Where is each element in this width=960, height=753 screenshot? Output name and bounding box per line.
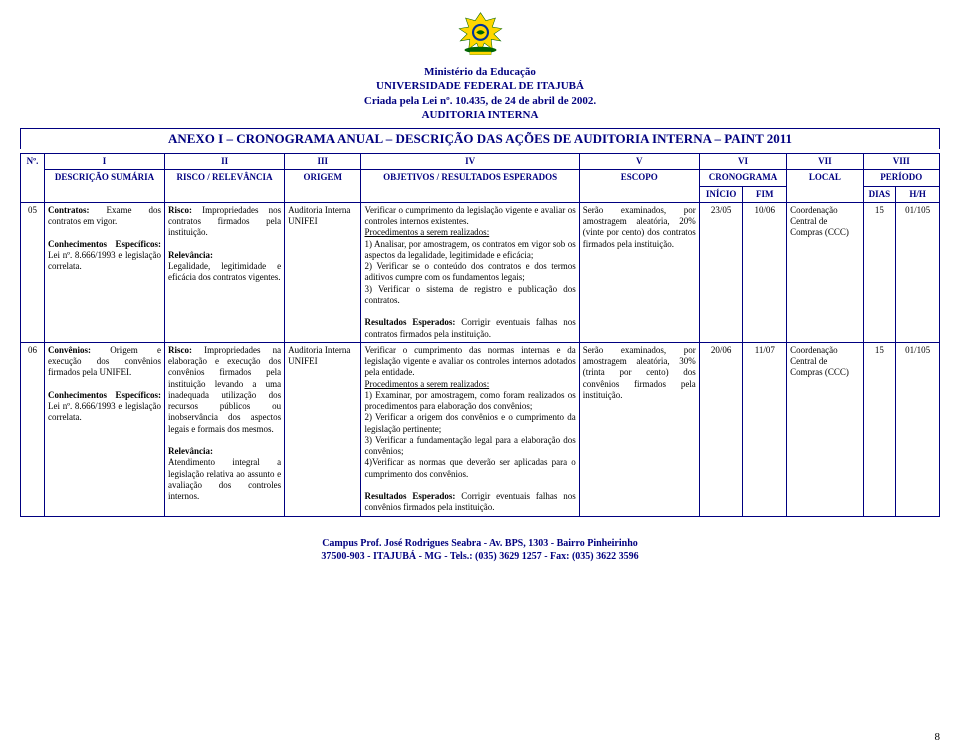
document-page: Ministério da Educação UNIVERSIDADE FEDE… [0, 0, 960, 753]
header-text: Ministério da Educação UNIVERSIDADE FEDE… [20, 65, 940, 122]
anexo-title: ANEXO I – CRONOGRAMA ANUAL – DESCRIÇÃO D… [20, 128, 940, 149]
col-dias: DIAS [863, 186, 896, 202]
cell-escopo: Serão examinados, por amostragem aleatór… [579, 202, 699, 342]
cell-escopo: Serão examinados, por amostragem aleatór… [579, 342, 699, 516]
cell-descricao: Contratos: Exame dos contratos em vigor.… [45, 202, 165, 342]
cell-n: 05 [21, 202, 45, 342]
col-periodo: PERÍODO [863, 170, 939, 186]
cell-origem: Auditoria Interna UNIFEI [285, 202, 361, 342]
table-row: 06Convênios: Origem e execução dos convê… [21, 342, 940, 516]
footer-line2: 37500-903 - ITAJUBÁ - MG - Tels.: (035) … [20, 550, 940, 563]
col-viii: VIII [863, 154, 939, 170]
table-header: Nº. I II III IV V VI VII VIII DESCRIÇÃO … [21, 154, 940, 203]
law-line: Criada pela Lei nº. 10.435, de 24 de abr… [20, 94, 940, 108]
col-vii: VII [787, 154, 863, 170]
brasil-coat-of-arms-icon [453, 10, 508, 58]
cell-local: Coordenação Central de Compras (CCC) [787, 202, 863, 342]
page-footer: Campus Prof. José Rodrigues Seabra - Av.… [20, 537, 940, 563]
cell-objetivos: Verificar o cumprimento das normas inter… [361, 342, 579, 516]
cell-origem: Auditoria Interna UNIFEI [285, 342, 361, 516]
dept-line: AUDITORIA INTERNA [20, 108, 940, 122]
table-row: 05Contratos: Exame dos contratos em vigo… [21, 202, 940, 342]
cell-hh: 01/105 [896, 202, 940, 342]
cell-n: 06 [21, 342, 45, 516]
col-descricao: DESCRIÇÃO SUMÁRIA [45, 170, 165, 203]
col-ii: II [165, 154, 285, 170]
col-hh: H/H [896, 186, 940, 202]
cell-descricao: Convênios: Origem e execução dos convêni… [45, 342, 165, 516]
cell-risco: Risco: Impropriedades na elaboração e ex… [165, 342, 285, 516]
page-header: Ministério da Educação UNIVERSIDADE FEDE… [20, 10, 940, 122]
cell-local: Coordenação Central de Compras (CCC) [787, 342, 863, 516]
cell-objetivos: Verificar o cumprimento da legislação vi… [361, 202, 579, 342]
cell-dias: 15 [863, 342, 896, 516]
col-escopo: ESCOPO [579, 170, 699, 203]
cell-inicio: 20/06 [699, 342, 743, 516]
ministry-line: Ministério da Educação [20, 65, 940, 79]
col-inicio: INÍCIO [699, 186, 743, 202]
col-iii: III [285, 154, 361, 170]
col-iv: IV [361, 154, 579, 170]
cell-fim: 11/07 [743, 342, 787, 516]
page-number: 8 [935, 731, 941, 743]
col-origem: ORIGEM [285, 170, 361, 203]
university-line: UNIVERSIDADE FEDERAL DE ITAJUBÁ [20, 79, 940, 93]
cell-dias: 15 [863, 202, 896, 342]
col-risco: RISCO / RELEVÂNCIA [165, 170, 285, 203]
cell-fim: 10/06 [743, 202, 787, 342]
col-objetivos: OBJETIVOS / RESULTADOS ESPERADOS [361, 170, 579, 203]
col-cronograma: CRONOGRAMA [699, 170, 786, 186]
col-vi: VI [699, 154, 786, 170]
cell-inicio: 23/05 [699, 202, 743, 342]
col-local: LOCAL [787, 170, 863, 203]
col-v: V [579, 154, 699, 170]
col-n: Nº. [21, 154, 45, 203]
col-fim: FIM [743, 186, 787, 202]
audit-schedule-table: Nº. I II III IV V VI VII VIII DESCRIÇÃO … [20, 153, 940, 517]
cell-risco: Risco: Impropriedades nos contratos firm… [165, 202, 285, 342]
cell-hh: 01/105 [896, 342, 940, 516]
footer-line1: Campus Prof. José Rodrigues Seabra - Av.… [20, 537, 940, 550]
table-body: 05Contratos: Exame dos contratos em vigo… [21, 202, 940, 516]
col-i: I [45, 154, 165, 170]
